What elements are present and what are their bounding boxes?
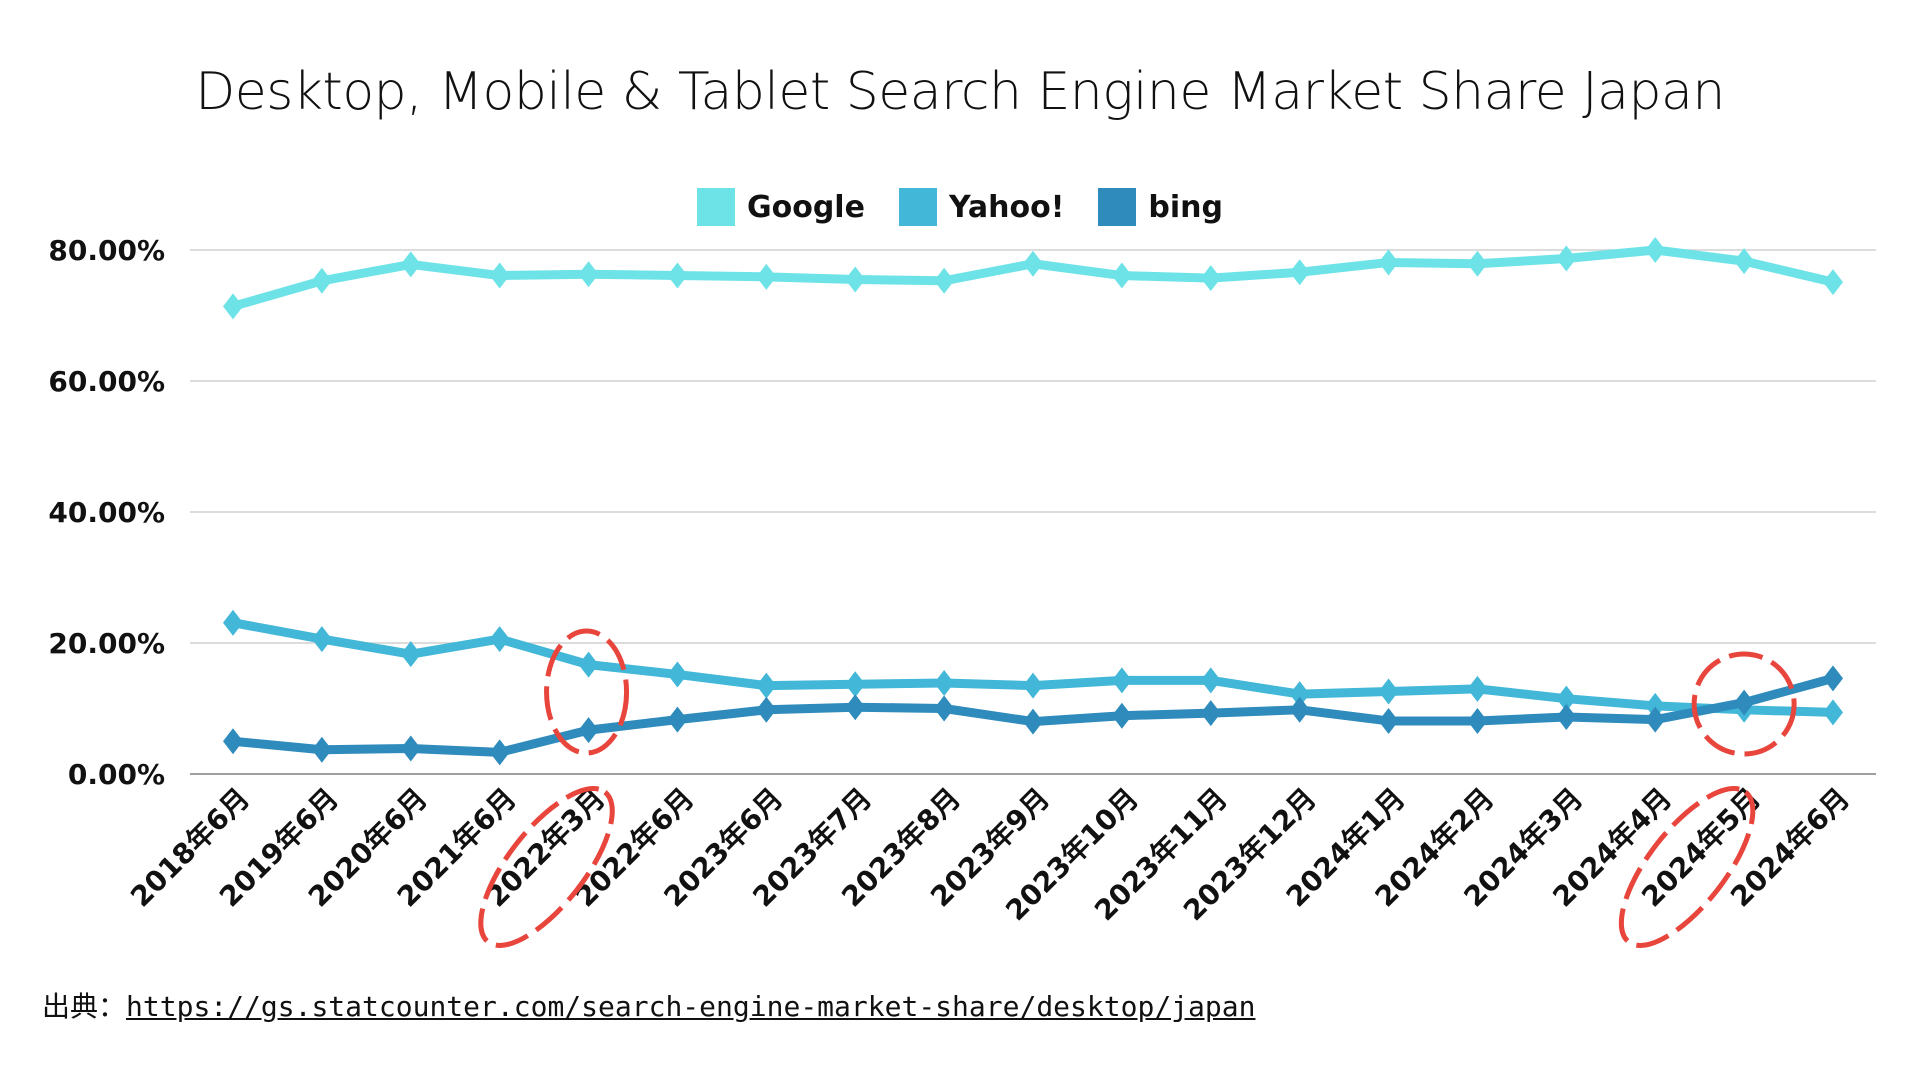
data-point-marker [1823, 665, 1843, 692]
legend-label-google: Google [746, 189, 865, 225]
data-point-marker [311, 626, 332, 653]
series-yahoo [223, 609, 1843, 726]
y-tick-label: 0.00% [68, 758, 165, 791]
data-point-marker [311, 267, 332, 294]
gridlines [190, 249, 1876, 775]
data-point-marker [1556, 245, 1577, 272]
y-axis-ticks: 0.00% 20.00% 40.00% 60.00% 80.00% [48, 234, 165, 791]
legend-swatch-google [696, 188, 735, 226]
data-point-marker [1645, 237, 1666, 263]
data-point-marker [400, 251, 421, 278]
data-point-marker [1734, 248, 1755, 275]
annotation-ellipse-data-2022-03 [544, 628, 630, 756]
data-point-marker [1556, 685, 1577, 712]
data-point-marker [1645, 692, 1666, 719]
data-point-marker [578, 717, 599, 744]
data-point-marker [578, 261, 599, 288]
y-tick-label: 80.00% [48, 234, 165, 267]
data-point-marker [1111, 667, 1132, 694]
data-point-marker [1734, 689, 1755, 716]
data-point-marker [1467, 250, 1488, 277]
data-point-marker [400, 641, 421, 668]
data-point-marker [1023, 250, 1043, 277]
y-tick-label: 20.00% [48, 627, 165, 660]
data-point-marker [1645, 706, 1666, 733]
data-point-marker [1200, 265, 1221, 292]
data-point-marker [489, 626, 510, 653]
data-point-marker [845, 671, 866, 698]
data-point-marker [934, 669, 955, 696]
source-link[interactable]: https://gs.statcounter.com/search-engine… [126, 990, 1256, 1023]
data-point-marker [223, 293, 243, 320]
data-point-marker [1023, 672, 1043, 699]
data-point-marker [1023, 708, 1043, 735]
data-point-marker [756, 696, 777, 723]
data-point-marker [1289, 259, 1310, 286]
data-point-marker [1289, 681, 1310, 708]
data-point-marker [667, 661, 688, 688]
data-point-marker [756, 672, 777, 699]
chart-legend: Google Yahoo! bing [0, 188, 1920, 226]
chart-title: Desktop, Mobile & Tablet Search Engine M… [195, 62, 1725, 122]
data-point-marker [934, 695, 955, 722]
x-axis-ticks: 2018年6月2019年6月2020年6月2021年6月2022年3月2022年… [124, 782, 1856, 928]
legend-item-bing: bing [1098, 188, 1223, 226]
source-prefix: 出典： [42, 990, 127, 1023]
data-point-marker [1111, 262, 1132, 289]
source-citation: 出典：https://gs.statcounter.com/search-eng… [42, 985, 1255, 1025]
data-point-marker [1823, 269, 1843, 296]
legend-swatch-yahoo [898, 188, 937, 226]
series-google [223, 237, 1843, 320]
data-point-marker [311, 736, 332, 763]
data-point-marker [1289, 696, 1310, 723]
annotation-ellipse-label-2022-03 [478, 786, 615, 948]
data-point-marker [845, 694, 866, 721]
legend-item-google: Google [696, 188, 865, 226]
data-point-marker [1556, 704, 1577, 731]
annotation-ellipse-data-2024-05 [1691, 651, 1797, 757]
data-point-marker [1200, 700, 1221, 727]
data-point-marker [1467, 707, 1488, 734]
data-point-marker [1378, 707, 1399, 734]
legend-swatch-bing [1098, 188, 1137, 226]
data-point-marker [1378, 249, 1399, 276]
data-point-marker [1200, 667, 1221, 694]
data-point-marker [934, 267, 955, 294]
data-point-marker [223, 609, 243, 636]
data-point-marker [578, 651, 599, 678]
data-point-marker [1111, 702, 1132, 729]
data-point-marker [667, 706, 688, 733]
data-point-marker [1823, 699, 1843, 726]
series-lines [223, 237, 1843, 766]
data-point-marker [845, 266, 866, 293]
data-point-marker [756, 263, 777, 290]
data-point-marker [400, 735, 421, 762]
data-point-marker [1467, 675, 1488, 702]
series-line [232, 618, 1834, 717]
data-point-marker [489, 739, 510, 766]
data-point-marker [223, 728, 243, 755]
legend-label-bing: bing [1148, 189, 1224, 225]
series-bing [223, 665, 1843, 766]
data-point-marker [1378, 678, 1399, 705]
legend-label-yahoo: Yahoo! [948, 189, 1065, 225]
data-point-marker [667, 262, 688, 289]
data-point-marker [489, 262, 510, 289]
y-tick-label: 60.00% [48, 365, 165, 398]
legend-item-yahoo: Yahoo! [898, 188, 1065, 226]
y-tick-label: 40.00% [48, 496, 165, 529]
